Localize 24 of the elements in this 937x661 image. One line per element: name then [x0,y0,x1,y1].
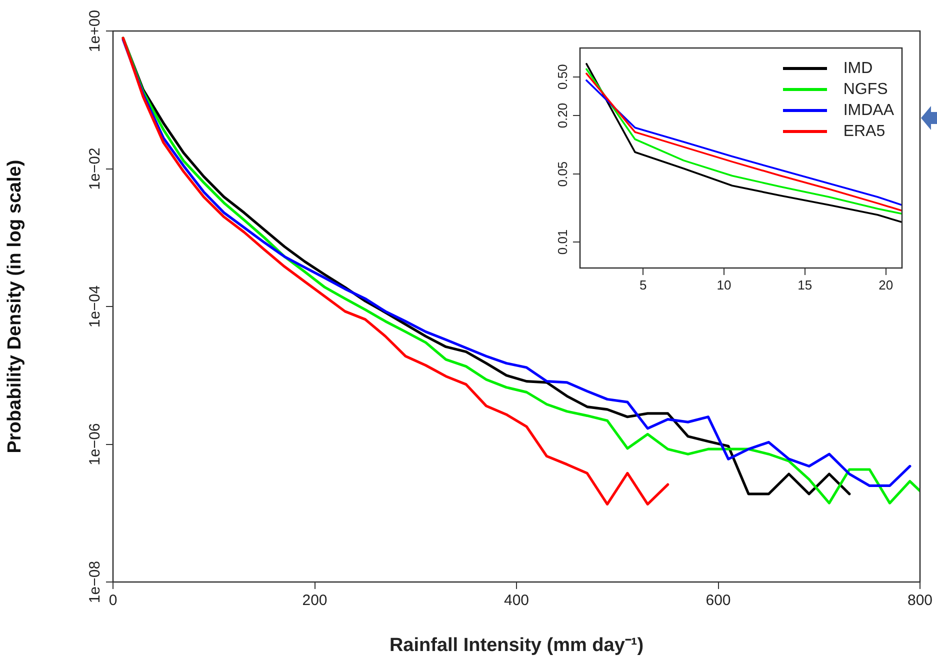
x-tick-label: 10 [716,277,732,292]
y-tick-label: 0.05 [555,161,570,187]
y-tick-label: 1e+00 [86,10,104,52]
y-tick-label: 1e−04 [86,285,104,328]
x-axis-title: Rainfall Intensity (mm day⁻¹) [389,634,644,656]
legend-label: NGFS [843,80,888,100]
legend-label: IMDAA [843,101,894,121]
y-axis-title: Probability Density (in log scale) [4,160,26,454]
y-tick-label: 1e−02 [86,148,104,190]
y-tick-label: 1e−08 [86,560,104,604]
y-tick-label: 0.20 [555,102,570,128]
legend-label: IMD [843,59,873,79]
x-tick-label: 200 [302,592,328,610]
x-tick-label: 15 [798,277,812,292]
y-tick-label: 1e−06 [86,423,104,466]
y-tick-label: 0.50 [555,64,570,90]
legend-label: ERA5 [843,122,886,142]
x-tick-label: 800 [907,592,933,610]
x-tick-label: 600 [706,592,731,610]
x-tick-label: 0 [108,592,118,610]
y-tick-label: 0.01 [555,229,570,255]
x-tick-label: 400 [504,592,530,610]
x-tick-label: 5 [639,277,647,292]
x-tick-label: 20 [878,277,894,292]
